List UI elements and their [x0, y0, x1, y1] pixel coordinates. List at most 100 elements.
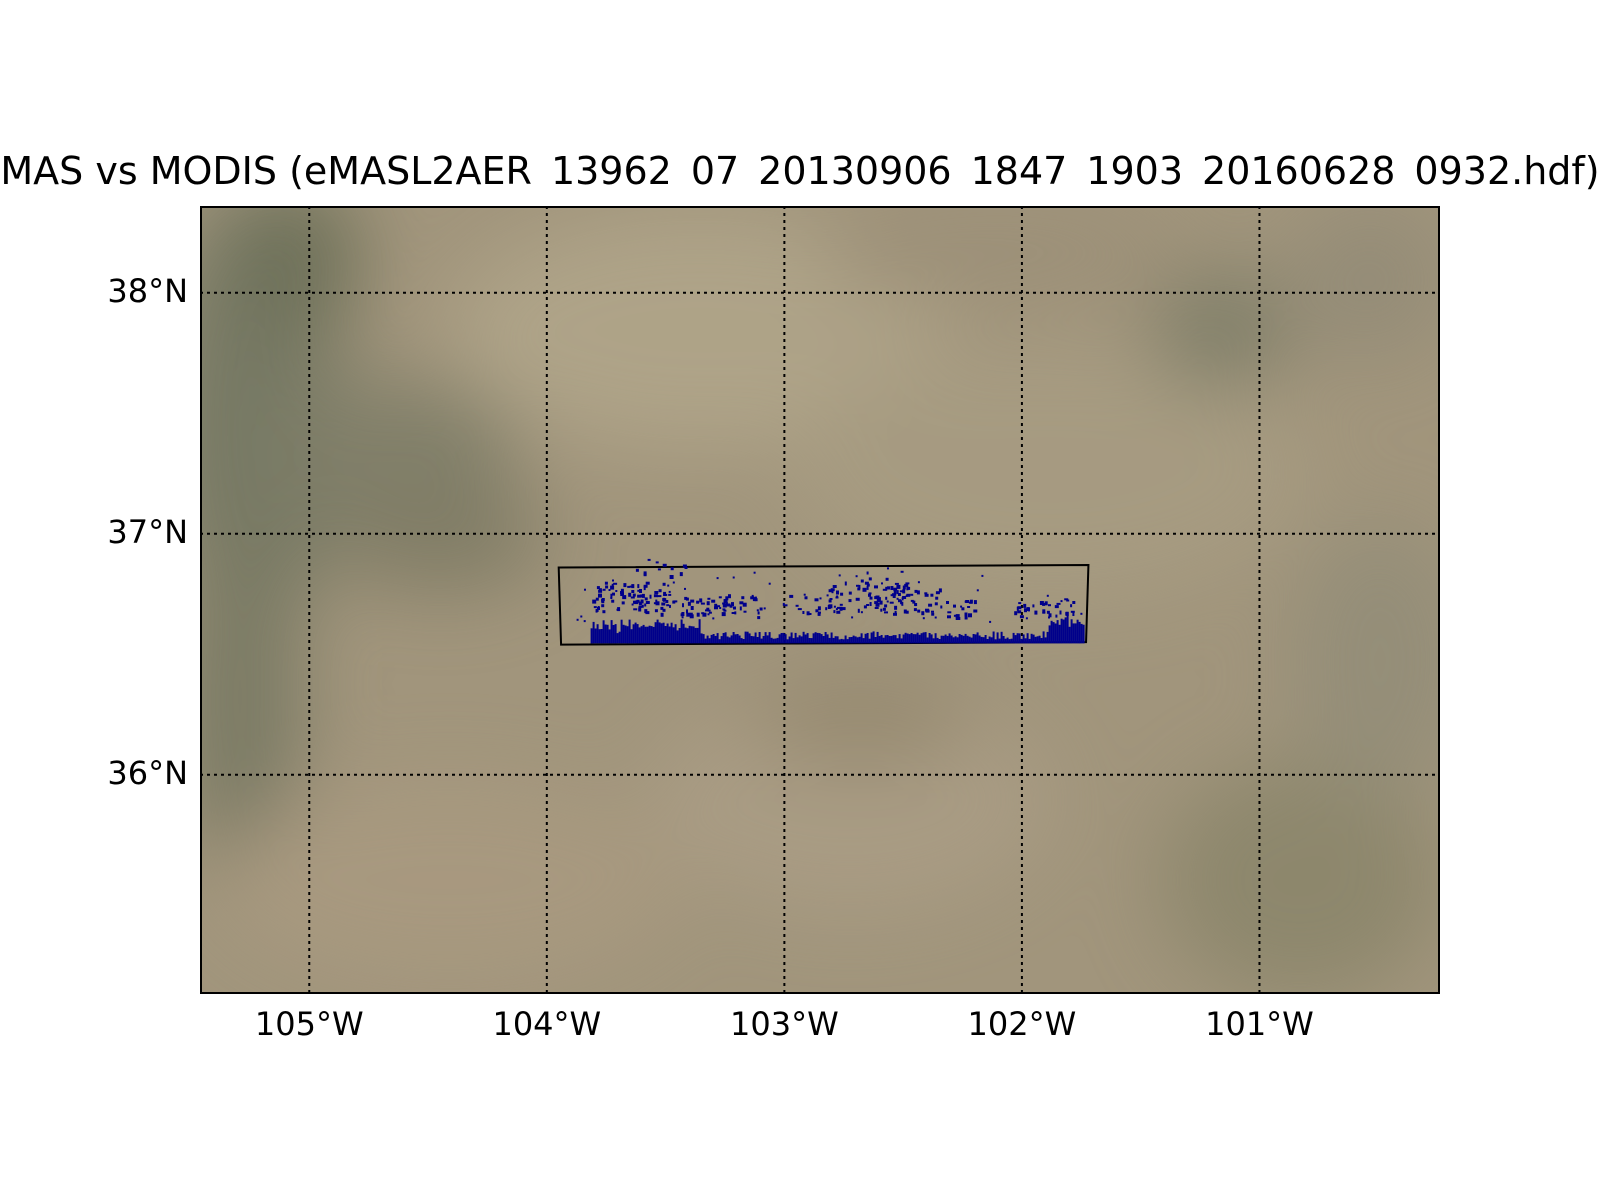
retrieval-pixel — [936, 637, 939, 644]
retrieval-pixel — [882, 637, 885, 644]
retrieval-pixel — [934, 616, 937, 619]
retrieval-pixel — [640, 626, 643, 644]
retrieval-pixel — [916, 590, 920, 595]
retrieval-pixel — [705, 609, 709, 612]
retrieval-pixel — [628, 592, 632, 597]
retrieval-pixel — [846, 639, 849, 644]
retrieval-pixel — [680, 619, 683, 644]
retrieval-pixel — [610, 597, 613, 599]
retrieval-pixel — [594, 628, 597, 644]
retrieval-pixel — [714, 606, 718, 610]
retrieval-pixel — [690, 599, 695, 603]
retrieval-pixel — [831, 590, 834, 594]
retrieval-pixel — [874, 585, 878, 589]
retrieval-pixel — [670, 567, 674, 571]
retrieval-pixel — [641, 593, 645, 598]
retrieval-pixel — [686, 612, 691, 617]
retrieval-pixel — [1028, 638, 1031, 644]
retrieval-pixel — [752, 597, 756, 602]
retrieval-pixel — [836, 595, 839, 599]
satellite-imagery — [201, 207, 1439, 993]
retrieval-pixel — [946, 635, 949, 644]
retrieval-pixel — [640, 599, 644, 604]
retrieval-pixel — [844, 635, 847, 644]
retrieval-pixel — [836, 636, 839, 644]
retrieval-pixel — [759, 607, 763, 611]
retrieval-pixel — [706, 635, 709, 644]
retrieval-pixel — [924, 592, 928, 595]
retrieval-pixel — [839, 606, 843, 611]
retrieval-pixel — [597, 606, 600, 610]
retrieval-pixel — [648, 625, 651, 644]
retrieval-pixel — [602, 588, 606, 591]
retrieval-pixel — [1072, 612, 1075, 616]
retrieval-pixel — [681, 612, 685, 616]
retrieval-pixel — [593, 606, 597, 609]
retrieval-pixel — [888, 636, 891, 644]
retrieval-pixel — [902, 634, 905, 644]
retrieval-pixel — [655, 561, 659, 564]
retrieval-pixel — [634, 622, 637, 644]
retrieval-pixel — [724, 632, 727, 644]
retrieval-pixel — [818, 611, 821, 614]
retrieval-pixel — [712, 617, 715, 620]
retrieval-pixel — [803, 593, 806, 596]
retrieval-pixel — [890, 586, 894, 590]
retrieval-pixel — [576, 618, 579, 621]
retrieval-pixel — [1054, 623, 1057, 644]
retrieval-pixel — [621, 601, 625, 605]
retrieval-pixel — [644, 626, 647, 644]
retrieval-pixel — [930, 593, 934, 597]
retrieval-pixel — [620, 619, 623, 644]
retrieval-pixel — [868, 638, 871, 644]
retrieval-pixel — [700, 602, 705, 605]
retrieval-pixel — [835, 608, 838, 611]
retrieval-pixel — [658, 622, 661, 644]
retrieval-pixel — [757, 611, 760, 615]
retrieval-pixel — [1023, 603, 1027, 608]
retrieval-pixel — [674, 624, 677, 644]
retrieval-pixel — [640, 594, 643, 598]
retrieval-pixel — [1025, 617, 1028, 620]
retrieval-pixel — [838, 574, 841, 577]
retrieval-pixel — [964, 612, 968, 617]
retrieval-pixel — [714, 635, 717, 644]
lat-label-38n: 38°N — [107, 271, 188, 310]
retrieval-pixel — [992, 631, 995, 644]
retrieval-pixel — [916, 632, 919, 644]
retrieval-pixel — [739, 606, 742, 611]
retrieval-pixel — [596, 624, 599, 644]
retrieval-pixel — [723, 612, 726, 616]
retrieval-pixel — [875, 595, 880, 599]
retrieval-pixel — [856, 637, 859, 644]
retrieval-pixel — [889, 601, 894, 604]
retrieval-pixel — [894, 582, 899, 585]
lon-label-102w: 102°W — [967, 1005, 1077, 1043]
retrieval-pixel — [627, 585, 631, 588]
retrieval-pixel — [842, 639, 845, 644]
retrieval-pixel — [690, 606, 694, 610]
retrieval-pixel — [808, 638, 811, 644]
retrieval-pixel — [699, 598, 703, 603]
retrieval-pixel — [900, 600, 903, 605]
lon-label-105w: 105°W — [254, 1005, 364, 1043]
retrieval-pixel — [855, 575, 858, 578]
retrieval-pixel — [623, 583, 627, 588]
retrieval-pixel — [708, 638, 711, 644]
retrieval-pixel — [920, 633, 923, 644]
retrieval-pixel — [764, 632, 767, 644]
retrieval-pixel — [1014, 635, 1017, 644]
retrieval-pixel — [1052, 622, 1055, 644]
retrieval-pixel — [860, 579, 864, 583]
retrieval-pixel — [906, 593, 911, 597]
retrieval-pixel — [632, 624, 635, 644]
retrieval-pixel — [1024, 638, 1027, 644]
retrieval-pixel — [768, 582, 771, 585]
retrieval-pixel — [804, 596, 808, 600]
retrieval-pixel — [953, 614, 957, 617]
retrieval-pixel — [864, 581, 869, 585]
retrieval-pixel — [806, 633, 809, 644]
retrieval-pixel — [948, 633, 951, 644]
retrieval-pixel — [802, 611, 805, 614]
